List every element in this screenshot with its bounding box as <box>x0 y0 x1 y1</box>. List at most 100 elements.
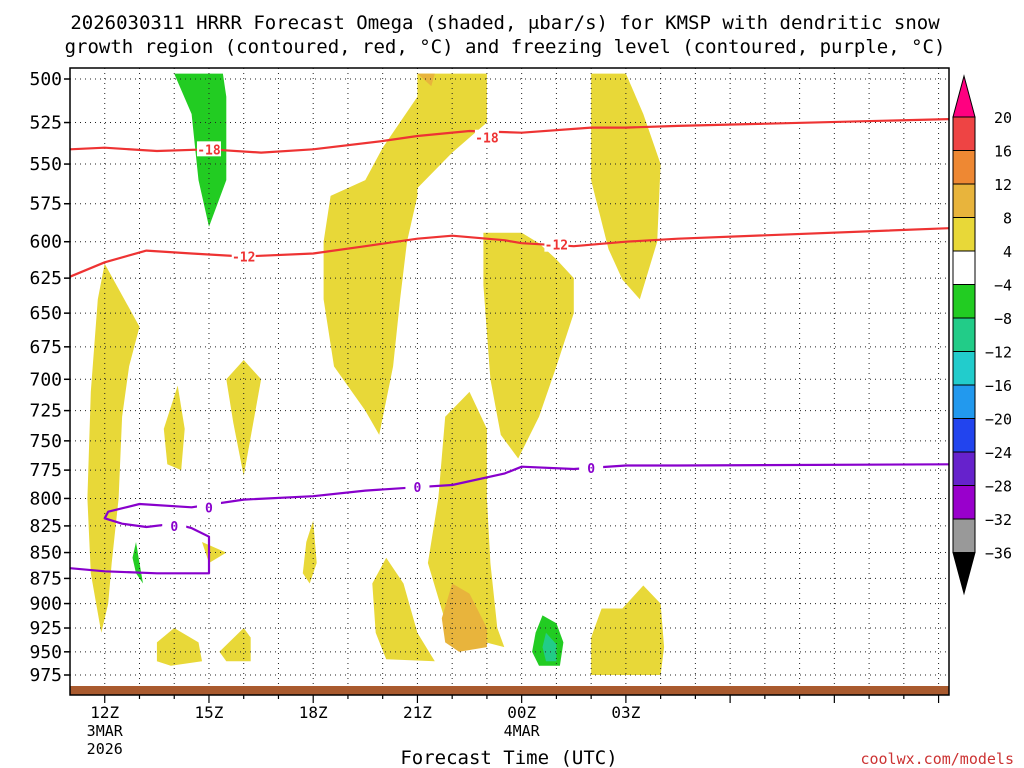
omega-region-5 <box>226 360 262 476</box>
chart-title-line-2: growth region (contoured, red, °C) and f… <box>65 36 946 58</box>
colorbar-label-0: 20 <box>994 109 1012 127</box>
contour-label-bg-freezing-level-upper-1 <box>162 517 187 533</box>
x-tick-label-21Z: 21Z <box>403 703 432 722</box>
x-tick-label-15Z: 15Z <box>195 703 224 722</box>
y-tick-label-600: 600 <box>29 232 62 253</box>
y-tick-label-925: 925 <box>29 618 62 639</box>
contour-label-dgz-minus12-1: -12 <box>545 239 568 254</box>
contour-label-freezing-level-upper-0: 0 <box>205 501 213 516</box>
y-tick-label-800: 800 <box>29 488 62 509</box>
omega-region-1 <box>483 232 574 459</box>
y-tick-label-575: 575 <box>29 194 62 215</box>
colorbar-cell-4 <box>952 217 976 252</box>
y-tick-label-850: 850 <box>29 543 62 564</box>
colorbar-cell-8 <box>952 351 976 386</box>
omega-region-7 <box>427 391 505 648</box>
colorbar-label-13: −36 <box>985 545 1012 563</box>
contour-label-bg-dgz-minus18-0 <box>196 141 221 157</box>
contour-label-dgz-minus18-1: -18 <box>475 132 499 147</box>
contour-dgz-minus18 <box>69 118 950 154</box>
colorbar-label-10: −24 <box>985 444 1012 462</box>
omega-region-18 <box>542 632 557 662</box>
omega-region-14 <box>417 73 435 87</box>
x-tick-year-12Z: 2026 <box>87 740 123 758</box>
colorbar-cell-1 <box>952 116 976 151</box>
omega-region-12 <box>591 585 665 675</box>
contour-label-dgz-minus18-0: -18 <box>197 143 221 158</box>
colorbar-cell-6 <box>952 284 976 319</box>
y-tick-label-525: 525 <box>29 113 62 134</box>
omega-region-6 <box>302 520 317 584</box>
colorbar-label-3: 8 <box>1003 210 1012 228</box>
x-tick-label-12Z: 12Z <box>90 703 119 722</box>
colorbar-bottom-triangle <box>952 552 976 596</box>
colorbar-cell-12 <box>952 485 976 520</box>
x-tick-label-18Z: 18Z <box>299 703 328 722</box>
x-tick-label-03Z: 03Z <box>611 703 640 722</box>
omega-region-0 <box>323 73 487 435</box>
omega-shading-layer <box>87 73 665 675</box>
y-tick-label-825: 825 <box>29 516 62 537</box>
colorbar-label-11: −28 <box>985 478 1012 496</box>
contour-label-freezing-level-upper-2: 0 <box>414 481 422 496</box>
colorbar-cell-5 <box>952 250 976 285</box>
contour-label-dgz-minus12-0: -12 <box>232 250 255 265</box>
contour-freezing-level-upper <box>69 463 950 575</box>
contour-label-freezing-level-upper-3: 0 <box>587 462 595 477</box>
colorbar-cell-11 <box>952 451 976 486</box>
x-tick-label-00Z: 00Z <box>507 703 536 722</box>
y-tick-label-900: 900 <box>29 594 62 615</box>
contour-label-bg-dgz-minus12-1 <box>544 236 569 252</box>
y-axis: 500 525 550 575 600 625 650 675 700 725 750 775 800 8… <box>29 69 70 686</box>
y-tick-label-975: 975 <box>29 665 62 686</box>
omega-region-13 <box>441 583 487 652</box>
ground-surface-bar <box>70 686 949 695</box>
colorbar-label-8: −16 <box>985 377 1012 395</box>
y-tick-label-500: 500 <box>29 69 62 90</box>
y-tick-label-650: 650 <box>29 303 62 324</box>
y-tick-label-625: 625 <box>29 268 62 289</box>
colorbar-label-12: −32 <box>985 511 1012 529</box>
y-tick-label-700: 700 <box>29 369 62 390</box>
colorbar-cell-10 <box>952 418 976 453</box>
plot-frame <box>69 67 950 696</box>
omega-region-11 <box>219 628 251 662</box>
contour-label-bg-freezing-level-upper-0 <box>196 499 221 515</box>
credit-text: coolwx.com/models <box>860 750 1014 768</box>
colorbar-cell-7 <box>952 317 976 352</box>
x-tick-date-12Z: 3MAR <box>87 722 124 740</box>
colorbar-top-triangle <box>952 74 976 118</box>
contour-dgz-minus12 <box>69 227 950 278</box>
y-tick-label-775: 775 <box>29 460 62 481</box>
colorbar-label-4: 4 <box>1003 243 1012 261</box>
contour-label-bg-freezing-level-upper-2 <box>405 479 430 495</box>
contour-layer: -18 -18 -12 -12 0 0 0 0 <box>69 118 950 575</box>
y-tick-label-950: 950 <box>29 642 62 663</box>
colorbar-label-6: −8 <box>994 310 1012 328</box>
contour-label-bg-dgz-minus12-0 <box>231 248 256 264</box>
plot-area: -18 -18 -12 -12 0 0 0 0 <box>69 67 950 696</box>
omega-colorbar: 20 16 12 8 4 −4 −8 −12 −16 −20 −24 −28 −32 −36 <box>952 74 1012 596</box>
omega-region-8 <box>372 557 435 662</box>
chart-title-line-1: 2026030311 HRRR Forecast Omega (shaded, … <box>70 12 940 34</box>
y-tick-label-550: 550 <box>29 154 62 175</box>
colorbar-cell-2 <box>952 150 976 185</box>
colorbar-label-1: 16 <box>994 143 1012 161</box>
contour-label-freezing-level-upper-1: 0 <box>170 520 178 535</box>
contour-label-bg-dgz-minus18-1 <box>474 129 499 145</box>
contour-label-bg-freezing-level-upper-3 <box>579 459 604 475</box>
colorbar-cell-9 <box>952 384 976 419</box>
colorbar-label-9: −20 <box>985 411 1012 429</box>
omega-region-3 <box>87 263 140 633</box>
colorbar-label-5: −4 <box>994 277 1012 295</box>
colorbar-cell-13 <box>952 518 976 553</box>
omega-region-10 <box>156 628 202 666</box>
y-tick-label-750: 750 <box>29 431 62 452</box>
x-tick-date-00Z: 4MAR <box>504 722 541 740</box>
y-tick-label-725: 725 <box>29 401 62 422</box>
omega-region-4 <box>163 385 185 471</box>
y-tick-label-875: 875 <box>29 568 62 589</box>
colorbar-label-7: −12 <box>985 344 1012 362</box>
